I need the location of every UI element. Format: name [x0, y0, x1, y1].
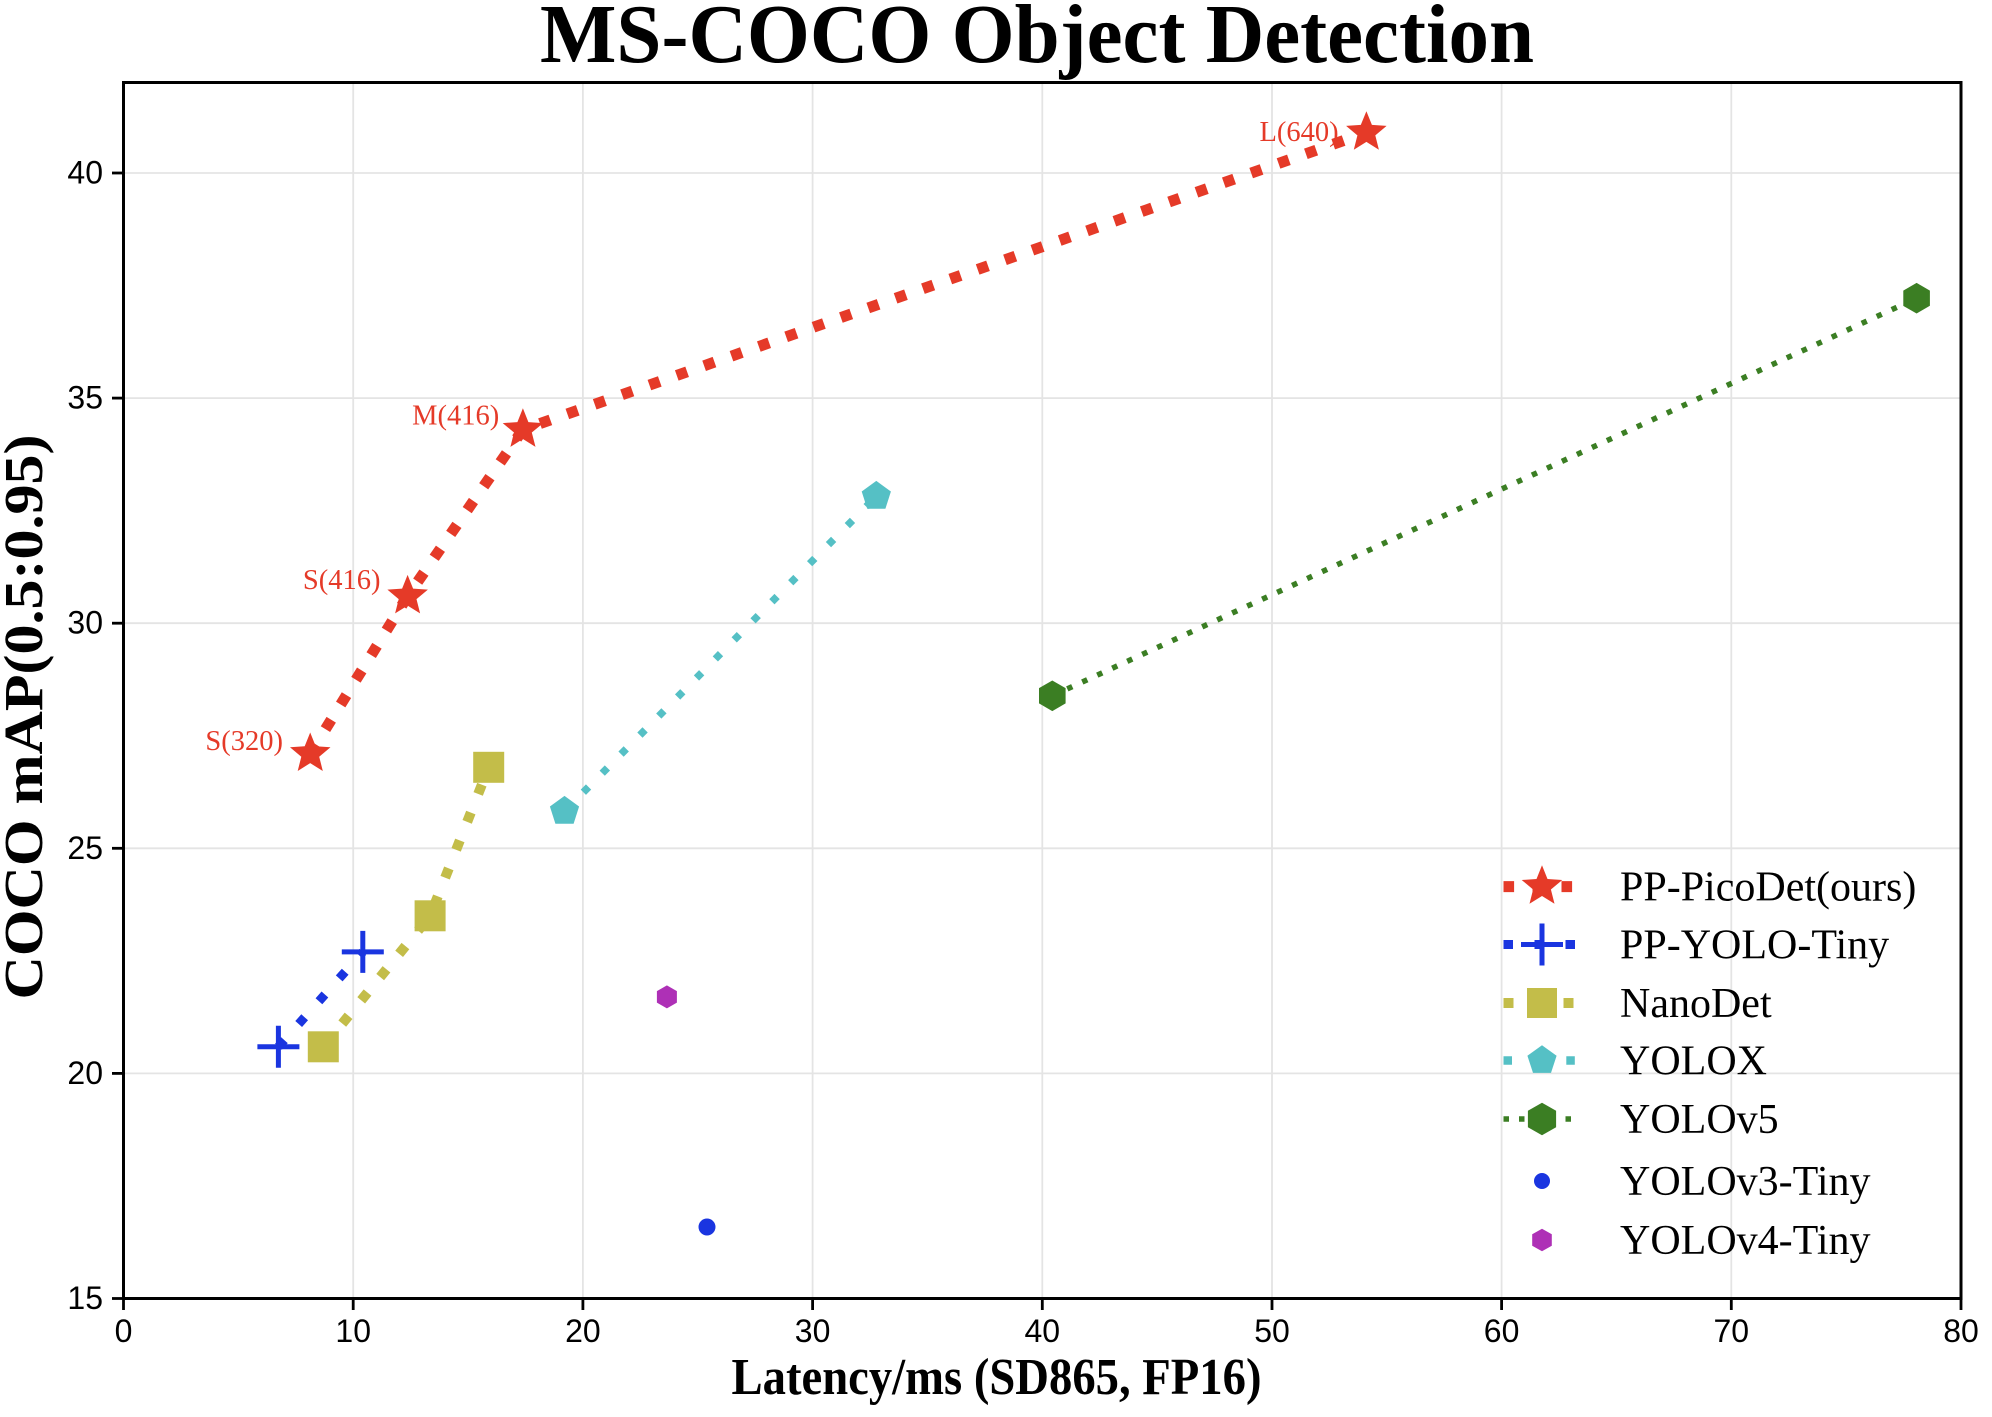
svg-text:30: 30	[795, 1313, 831, 1349]
svg-text:60: 60	[1484, 1313, 1520, 1349]
svg-text:M(416): M(416)	[412, 400, 499, 431]
svg-text:NanoDet: NanoDet	[1620, 981, 1772, 1027]
svg-text:70: 70	[1714, 1313, 1750, 1349]
svg-text:PP-YOLO-Tiny: PP-YOLO-Tiny	[1620, 923, 1889, 969]
svg-text:20: 20	[565, 1313, 601, 1349]
svg-text:40: 40	[67, 155, 103, 191]
svg-text:0: 0	[115, 1313, 133, 1349]
svg-text:YOLOv4-Tiny: YOLOv4-Tiny	[1620, 1218, 1870, 1264]
svg-text:35: 35	[67, 380, 103, 416]
svg-text:40: 40	[1025, 1313, 1061, 1349]
svg-text:MS-COCO Object Detection: MS-COCO Object Detection	[540, 0, 1534, 81]
svg-text:YOLOv3-Tiny: YOLOv3-Tiny	[1620, 1159, 1870, 1205]
svg-text:50: 50	[1254, 1313, 1290, 1349]
svg-text:S(320): S(320)	[205, 726, 283, 757]
svg-text:L(640): L(640)	[1259, 117, 1338, 148]
svg-text:COCO mAP(0.5:0.95): COCO mAP(0.5:0.95)	[0, 435, 54, 1000]
svg-text:Latency/ms (SD865, FP16): Latency/ms (SD865, FP16)	[732, 1349, 1262, 1406]
svg-text:10: 10	[335, 1313, 371, 1349]
svg-text:80: 80	[1943, 1313, 1979, 1349]
svg-text:30: 30	[67, 605, 103, 641]
svg-text:20: 20	[67, 1055, 103, 1091]
svg-text:PP-PicoDet(ours): PP-PicoDet(ours)	[1620, 865, 1916, 911]
svg-text:S(416): S(416)	[303, 565, 381, 596]
svg-text:15: 15	[67, 1280, 103, 1316]
svg-text:25: 25	[67, 830, 103, 866]
svg-text:YOLOX: YOLOX	[1620, 1039, 1767, 1085]
svg-text:YOLOv5: YOLOv5	[1620, 1097, 1779, 1143]
